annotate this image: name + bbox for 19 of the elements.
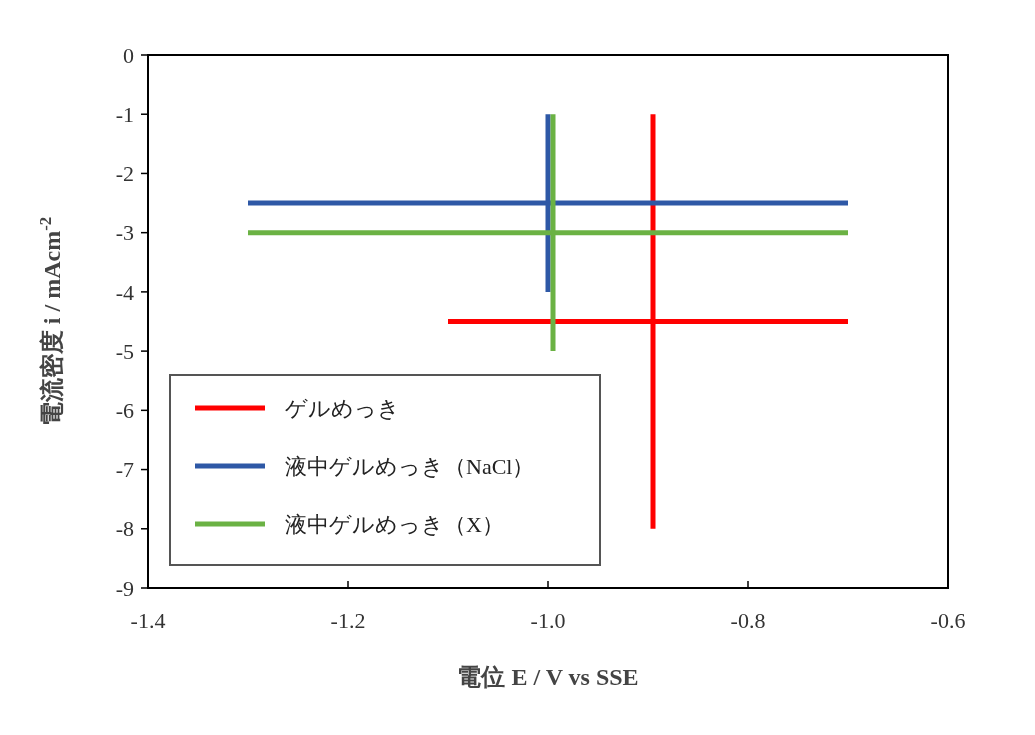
y-tick-label: -9 xyxy=(115,575,134,601)
x-axis-title: 電位 E / V vs SSE xyxy=(457,664,639,690)
x-tick-label: -1.2 xyxy=(330,608,366,633)
y-tick-label: -7 xyxy=(115,457,134,483)
x-tick-label: -0.6 xyxy=(930,608,966,633)
y-tick-label: -3 xyxy=(115,220,134,246)
y-tick-label: -6 xyxy=(115,398,134,424)
legend-label: 液中ゲルめっき（X） xyxy=(285,511,504,537)
x-tick-label: -0.8 xyxy=(730,608,766,633)
y-tick-label: -8 xyxy=(115,516,134,542)
y-tick-label: -5 xyxy=(115,338,134,364)
y-tick-label: 0 xyxy=(123,42,134,68)
y-tick-label: -2 xyxy=(115,161,134,187)
y-tick-label: -1 xyxy=(115,101,134,127)
x-tick-label: -1.0 xyxy=(530,608,566,633)
legend-label: 液中ゲルめっき（NaCl） xyxy=(285,453,535,479)
legend-label: ゲルめっき xyxy=(285,395,400,421)
y-tick-label: -4 xyxy=(115,279,134,305)
x-tick-label: -1.4 xyxy=(130,608,166,633)
